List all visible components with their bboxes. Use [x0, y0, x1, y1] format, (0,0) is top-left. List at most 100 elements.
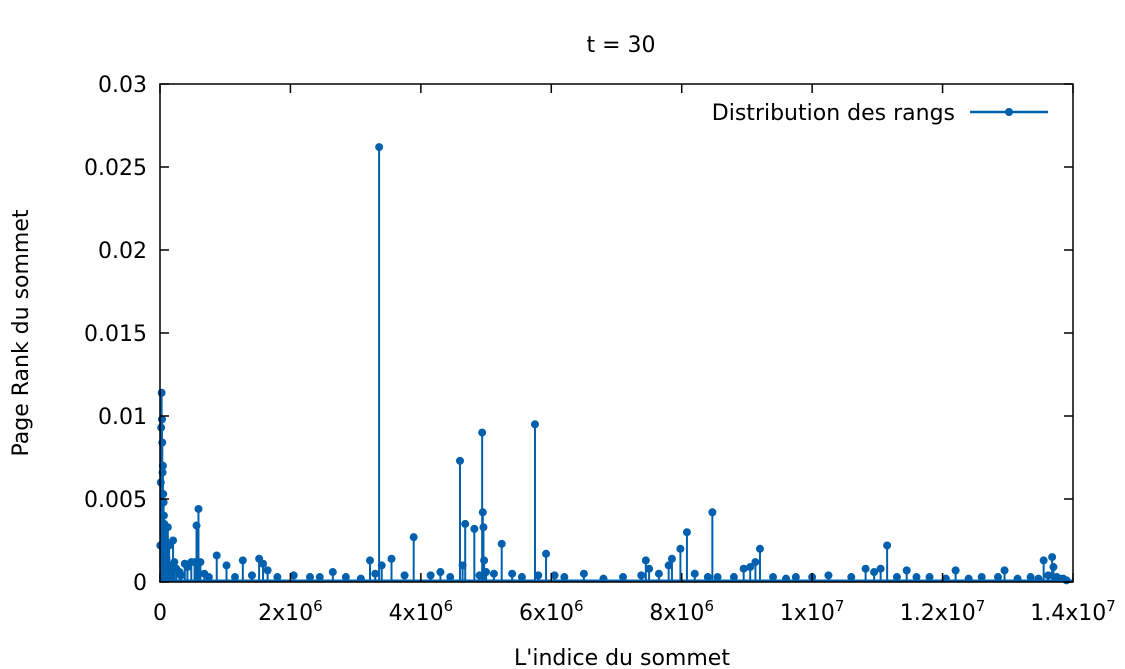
data-point — [426, 571, 435, 580]
data-point — [176, 571, 185, 580]
data-point — [446, 573, 455, 582]
series-distribution-des-rangs — [156, 143, 1073, 585]
y-tick-label: 0.015 — [84, 322, 147, 347]
data-point — [682, 528, 691, 537]
data-point — [169, 536, 178, 545]
data-point — [263, 566, 272, 575]
data-point — [482, 568, 491, 577]
data-point — [238, 556, 247, 565]
data-point — [479, 523, 488, 532]
data-point — [508, 569, 517, 578]
data-point — [542, 549, 551, 558]
data-point — [560, 573, 569, 582]
data-point — [375, 143, 384, 152]
data-point — [824, 571, 833, 580]
y-tick-label: 0.02 — [98, 239, 147, 264]
y-tick-label: 0.005 — [84, 488, 147, 513]
data-point — [782, 574, 791, 583]
x-axis-label: L'indice du sommet — [514, 646, 730, 669]
data-point — [315, 573, 324, 582]
data-point — [755, 544, 764, 553]
legend: Distribution des rangs — [712, 101, 1048, 126]
x-tick-label-exponent: 6 — [444, 597, 454, 615]
data-point — [902, 566, 911, 575]
data-point — [455, 456, 464, 465]
data-point — [247, 571, 256, 580]
data-point — [619, 573, 628, 582]
data-point — [371, 569, 380, 578]
data-point — [328, 568, 337, 577]
y-axis-label: Page Rank du sommet — [9, 209, 34, 456]
data-point — [994, 573, 1003, 582]
y-axis: 0 0.005 0.01 0.015 0.02 0.025 0.03 — [84, 73, 1073, 596]
data-point — [664, 561, 673, 570]
data-point — [273, 573, 282, 582]
x-tick-label-base: 1.4x10 — [1030, 601, 1106, 626]
data-point — [163, 523, 172, 532]
data-point — [1062, 576, 1071, 585]
data-point — [637, 571, 646, 580]
data-point — [746, 563, 755, 572]
data-point — [951, 566, 960, 575]
data-point — [289, 571, 298, 580]
legend-label: Distribution des rangs — [712, 101, 955, 126]
data-point — [400, 571, 409, 580]
data-point — [159, 511, 168, 520]
data-point — [713, 573, 722, 582]
data-point — [1048, 553, 1057, 562]
y-tick-label: 0.03 — [98, 73, 147, 98]
plot-frame — [159, 83, 1074, 583]
data-point — [196, 558, 205, 567]
data-point — [259, 559, 268, 568]
x-tick-label: 1x107 — [780, 597, 845, 626]
data-point — [729, 573, 738, 582]
data-point — [461, 519, 470, 528]
data-point — [861, 564, 870, 573]
data-point — [769, 573, 778, 582]
x-tick-label: 1.4x107 — [1030, 597, 1116, 626]
x-tick-label: 1.2x107 — [900, 597, 986, 626]
data-point — [690, 569, 699, 578]
y-tick-label: 0 — [133, 571, 147, 596]
data-point — [157, 388, 166, 397]
data-point — [530, 420, 539, 429]
data-point — [160, 529, 169, 538]
data-point — [977, 573, 986, 582]
data-point — [912, 573, 921, 582]
y-tick-label: 0.01 — [98, 405, 147, 430]
data-point — [964, 574, 973, 583]
data-point — [641, 556, 650, 565]
x-tick-label: 8x106 — [649, 597, 714, 626]
x-tick-label-exponent: 7 — [976, 597, 986, 615]
data-point — [645, 564, 654, 573]
data-point — [703, 573, 712, 582]
data-point — [159, 490, 168, 499]
data-point — [517, 573, 526, 582]
data-point — [1039, 556, 1048, 565]
x-tick-label: 2x106 — [258, 597, 323, 626]
data-point — [356, 574, 365, 583]
x-tick-label-base: 6x10 — [519, 601, 574, 626]
data-point — [1013, 574, 1022, 583]
data-point — [377, 561, 386, 570]
data-point — [230, 573, 239, 582]
data-point — [751, 558, 760, 567]
data-point — [579, 569, 588, 578]
data-point — [204, 573, 213, 582]
data-point — [194, 504, 203, 513]
x-tick-label-exponent: 6 — [313, 597, 323, 615]
data-point — [599, 574, 608, 583]
data-point — [550, 571, 559, 580]
data-point — [387, 554, 396, 563]
data-point — [1044, 571, 1053, 580]
data-point — [158, 461, 167, 470]
x-tick-label-base: 2x10 — [258, 601, 313, 626]
data-point — [222, 561, 231, 570]
data-point — [791, 573, 800, 582]
data-point — [892, 573, 901, 582]
x-tick-label: 0 — [153, 601, 167, 626]
data-point — [1034, 574, 1043, 583]
x-tick-label-base: 1.2x10 — [900, 601, 976, 626]
data-point — [883, 541, 892, 550]
